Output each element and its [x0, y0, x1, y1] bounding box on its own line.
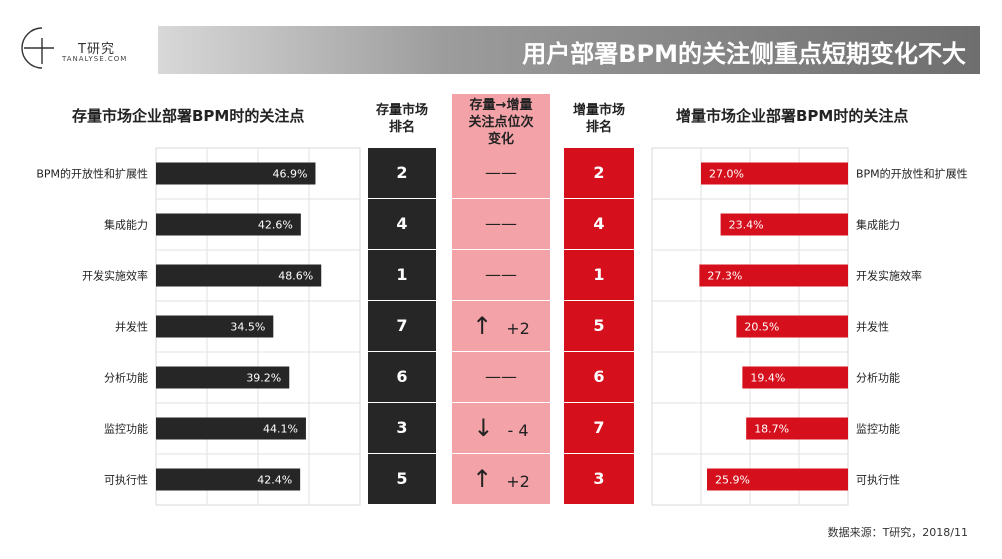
left-category-label: 可执行性: [104, 473, 148, 487]
right-value-label: 27.0%: [709, 168, 744, 181]
rank-change-cell: ——: [452, 352, 550, 402]
rank-change-text: ——: [485, 214, 517, 233]
left-bar: [156, 162, 316, 185]
right-value-label: 18.7%: [754, 423, 789, 436]
change-header: 存量→增量 关注点位次 变化: [452, 94, 550, 150]
stock-rank-header-line1: 存量市场: [375, 103, 428, 118]
left-bar: [156, 264, 322, 287]
title-bar: 用户部署BPM的关注侧重点短期变化不大: [158, 26, 980, 74]
rank-change-text: - 4: [507, 421, 529, 440]
right-value-label: 27.3%: [707, 270, 742, 283]
source-note: 数据来源：T研究，2018/11: [827, 526, 968, 539]
left-category-label: BPM的开放性和扩展性: [36, 167, 148, 181]
incr-rank-cell: 4: [564, 199, 634, 249]
right-value-label: 20.5%: [744, 321, 779, 334]
left-bar: [156, 417, 306, 440]
incr-rank-cell: 1: [564, 250, 634, 300]
left-category-label: 并发性: [115, 320, 148, 334]
incr-rank-header: 增量市场 排名: [564, 102, 634, 136]
rank-change-text: ——: [485, 265, 517, 284]
right-category-label: 可执行性: [856, 473, 900, 487]
logo-text: T研究: [78, 42, 115, 57]
stock-rank-cell: 7: [368, 301, 436, 351]
logo: T研究 TANALYSE.COM: [20, 24, 140, 74]
logo-mark-icon: [21, 27, 54, 69]
left-category-label: 集成能力: [104, 218, 148, 232]
stock-rank-cell: 5: [368, 454, 436, 504]
rank-change-text: ——: [485, 163, 517, 182]
change-header-line2: 关注点位次: [468, 115, 534, 130]
rank-change-cell: ↑ +2: [452, 301, 550, 351]
incr-rank-cell: 2: [564, 148, 634, 198]
left-value-label: 46.9%: [273, 168, 308, 181]
left-bar: [156, 213, 301, 236]
stock-rank-cell: 3: [368, 403, 436, 453]
right-category-label: 分析功能: [856, 371, 900, 385]
left-value-label: 44.1%: [263, 423, 298, 436]
rank-change-cell: ↑ +2: [452, 454, 550, 504]
incr-rank-cell: 6: [564, 352, 634, 402]
incr-rank-header-line1: 增量市场: [572, 103, 625, 118]
rank-change-cell: ↓ - 4: [452, 403, 550, 453]
left-bar: [156, 366, 290, 389]
left-bar: [156, 468, 301, 491]
stock-rank-cell: 2: [368, 148, 436, 198]
stock-rank-cell: 4: [368, 199, 436, 249]
right-bar: [706, 468, 848, 491]
rank-change-text: ——: [485, 367, 517, 386]
left-category-label: 监控功能: [104, 422, 148, 436]
right-bar: [746, 417, 848, 440]
arrow-up-icon: ↑: [472, 465, 493, 493]
rank-change-cell: ——: [452, 199, 550, 249]
right-category-label: 并发性: [856, 320, 889, 334]
left-category-label: 分析功能: [104, 371, 148, 385]
right-bar: [742, 366, 848, 389]
stock-rank-header-line2: 排名: [388, 120, 415, 135]
right-category-label: BPM的开放性和扩展性: [856, 167, 968, 181]
rank-change-text: +2: [506, 319, 530, 338]
incr-rank-cell: 5: [564, 301, 634, 351]
right-value-label: 25.9%: [715, 474, 750, 487]
incr-rank-header-line2: 排名: [585, 120, 612, 135]
left-category-label: 开发实施效率: [82, 269, 148, 283]
incr-rank-cell: 3: [564, 454, 634, 504]
left-chart-title: 存量市场企业部署BPM时的关注点: [72, 107, 305, 125]
right-category-label: 开发实施效率: [856, 269, 922, 283]
right-bar: [720, 213, 848, 236]
left-value-label: 42.4%: [257, 474, 292, 487]
right-bar: [736, 315, 848, 338]
change-header-line3: 变化: [487, 132, 514, 147]
right-value-label: 19.4%: [750, 372, 785, 385]
stock-rank-header: 存量市场 排名: [368, 102, 436, 136]
right-value-label: 23.4%: [729, 219, 764, 232]
right-bar: [699, 264, 848, 287]
left-value-label: 42.6%: [258, 219, 293, 232]
rank-change-cell: ——: [452, 148, 550, 198]
page-title: 用户部署BPM的关注侧重点短期变化不大: [522, 40, 966, 68]
left-bar: [156, 315, 274, 338]
left-value-label: 39.2%: [246, 372, 281, 385]
rank-change-cell: ——: [452, 250, 550, 300]
stock-rank-cell: 6: [368, 352, 436, 402]
incr-rank-cell: 7: [564, 403, 634, 453]
rank-change-text: +2: [506, 472, 530, 491]
logo-subtext: TANALYSE.COM: [62, 55, 128, 63]
left-value-label: 48.6%: [278, 270, 313, 283]
right-category-label: 监控功能: [856, 422, 900, 436]
right-chart-title: 增量市场企业部署BPM时的关注点: [676, 107, 909, 125]
right-bar: [701, 162, 848, 185]
change-header-line1: 存量→增量: [469, 98, 533, 113]
arrow-up-icon: ↑: [472, 312, 493, 340]
stock-rank-cell: 1: [368, 250, 436, 300]
left-value-label: 34.5%: [230, 321, 265, 334]
arrow-down-icon: ↓: [473, 414, 494, 442]
right-category-label: 集成能力: [856, 218, 900, 232]
